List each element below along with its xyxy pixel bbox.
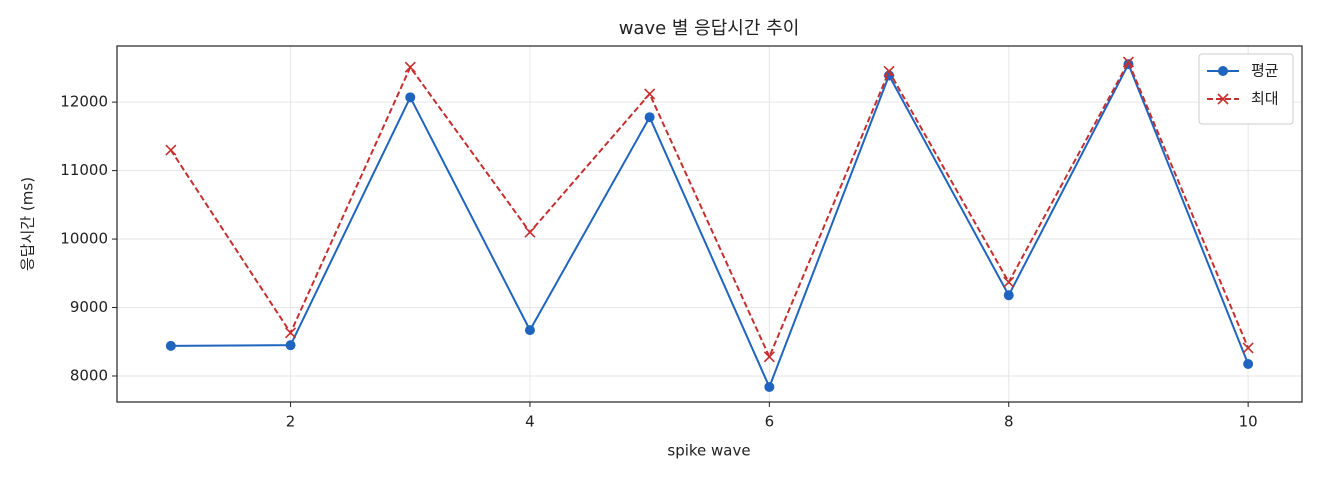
legend-label: 최대 — [1251, 90, 1279, 108]
marker — [524, 226, 536, 238]
marker — [644, 88, 656, 100]
marker — [644, 112, 655, 123]
x-tick-label: 4 — [525, 413, 535, 431]
x-tick-label: 6 — [765, 413, 775, 431]
marker — [285, 340, 296, 351]
marker — [284, 327, 297, 339]
legend-marker — [1217, 93, 1229, 105]
marker — [1242, 342, 1254, 354]
chart-title: wave 별 응답시간 추이 — [619, 18, 800, 39]
legend-label: 평균 — [1251, 62, 1279, 80]
x-tick-label: 2 — [286, 413, 296, 431]
x-tick-label: 10 — [1239, 413, 1258, 431]
legend-marker — [1218, 66, 1228, 76]
y-tick-label: 9000 — [70, 298, 108, 316]
series-line — [170, 59, 1250, 360]
x-axis-label: spike wave — [667, 442, 750, 460]
marker — [1003, 276, 1015, 288]
y-tick-label: 11000 — [60, 161, 108, 179]
marker — [404, 61, 416, 73]
marker — [763, 351, 775, 363]
marker — [405, 92, 416, 103]
y-tick-label: 12000 — [60, 93, 108, 111]
plot-frame — [116, 45, 1303, 403]
legend-box — [1198, 53, 1294, 125]
x-tick-label: 8 — [1004, 413, 1014, 431]
marker — [1003, 290, 1014, 301]
marker — [524, 325, 535, 336]
marker — [883, 65, 895, 77]
marker — [1243, 359, 1254, 370]
y-axis-label: 응답시간 (ms) — [19, 177, 37, 271]
y-tick-label: 8000 — [70, 366, 108, 384]
series-line — [170, 61, 1250, 390]
marker — [165, 340, 176, 351]
marker — [1122, 56, 1135, 68]
marker — [165, 144, 177, 156]
y-tick-label: 10000 — [60, 230, 108, 248]
marker — [764, 381, 775, 392]
